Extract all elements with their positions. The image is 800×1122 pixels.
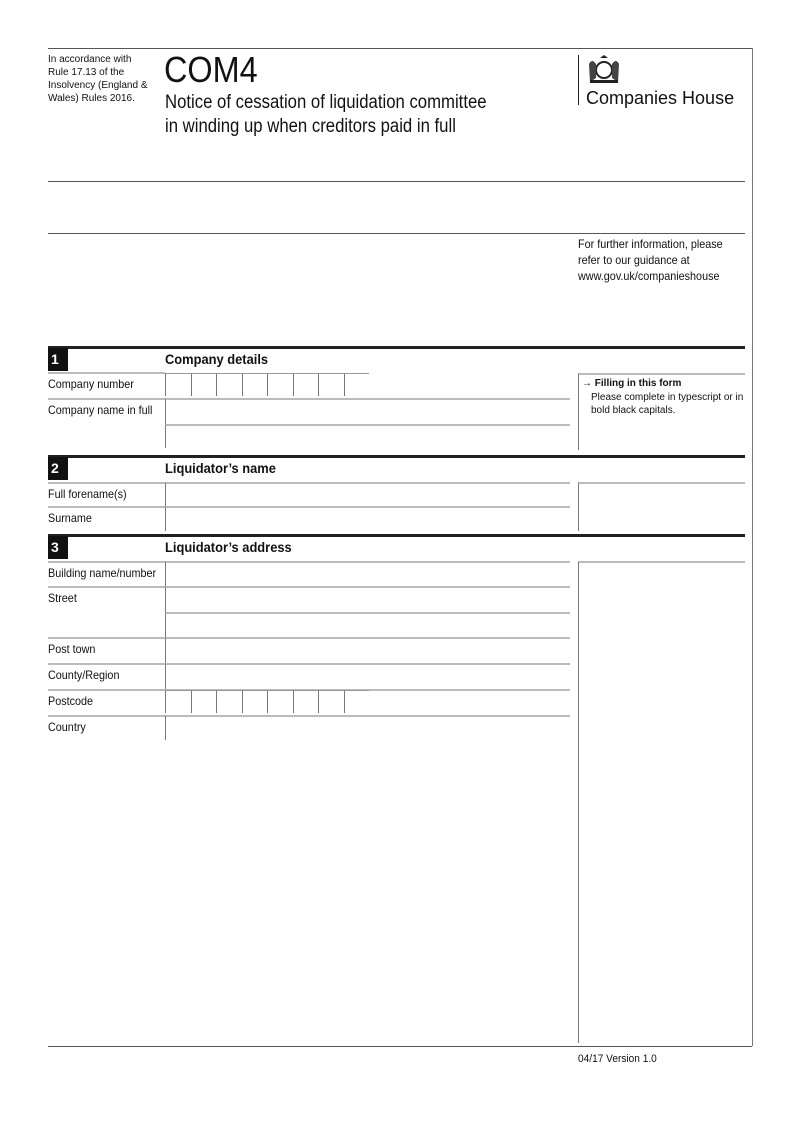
arrow-right-icon: →	[582, 378, 595, 389]
company-name-input[interactable]	[165, 398, 570, 424]
country-label: Country	[48, 720, 86, 734]
county-input[interactable]	[165, 663, 570, 689]
row-divider	[48, 663, 165, 665]
char-box[interactable]	[241, 690, 267, 713]
row-divider	[48, 637, 165, 639]
char-box[interactable]	[165, 690, 191, 713]
guidance-line: refer to our guidance at	[578, 253, 690, 267]
building-input[interactable]	[165, 561, 570, 586]
frame-right	[752, 48, 753, 1046]
help-text: bold black capitals.	[591, 405, 676, 416]
legal-note-line: Wales) Rules 2016.	[48, 93, 135, 104]
post-town-input[interactable]	[165, 637, 570, 663]
char-box[interactable]	[165, 373, 191, 396]
help-panel: → Filling in this form Please complete i…	[578, 373, 745, 450]
street-input[interactable]	[165, 586, 570, 612]
section-title: Liquidator’s address	[165, 539, 292, 555]
logo-divider	[578, 55, 579, 105]
section-title: Company details	[165, 351, 269, 367]
legal-note-line: Insolvency (England &	[48, 80, 148, 91]
help-text: Please complete in typescript or in	[591, 392, 744, 403]
help-title: Filling in this form	[594, 378, 682, 389]
street-input-line2[interactable]	[165, 612, 570, 637]
frame-bottom	[48, 1046, 752, 1047]
side-panel	[578, 561, 745, 1043]
legal-note: In accordance with Rule 17.13 of the Ins…	[48, 53, 148, 105]
postcode-input[interactable]	[165, 690, 369, 713]
forenames-label: Full forename(s)	[48, 487, 127, 501]
section-number: 2	[48, 457, 68, 480]
legal-note-line: Rule 17.13 of the	[48, 67, 125, 78]
form-title-line: in winding up when creditors paid in ful…	[165, 116, 456, 137]
char-box[interactable]	[292, 690, 318, 713]
building-label: Building name/number	[48, 566, 157, 580]
row-divider	[48, 586, 165, 588]
row-divider	[48, 482, 165, 484]
char-box[interactable]	[343, 373, 369, 396]
section-title: Liquidator’s name	[165, 460, 276, 476]
guidance-line: For further information, please	[578, 237, 723, 251]
char-box[interactable]	[190, 373, 216, 396]
company-name-label: Company name in full	[48, 403, 153, 417]
section-divider	[48, 346, 745, 349]
section-number: 3	[48, 536, 68, 559]
char-box[interactable]	[267, 373, 293, 396]
postcode-label: Postcode	[48, 694, 94, 708]
country-input[interactable]	[165, 715, 570, 740]
section-divider	[48, 455, 745, 458]
company-number-label: Company number	[48, 377, 134, 391]
row-divider	[48, 506, 165, 508]
forenames-input[interactable]	[165, 482, 570, 506]
char-box[interactable]	[190, 690, 216, 713]
header-divider	[48, 233, 745, 234]
guidance-text: For further information, please refer to…	[578, 236, 723, 284]
row-divider	[48, 561, 165, 563]
form-code: COM4	[164, 49, 258, 90]
street-label: Street	[48, 591, 77, 605]
frame-top	[48, 48, 752, 49]
company-name-input-line2[interactable]	[165, 424, 570, 448]
char-box[interactable]	[318, 690, 344, 713]
row-divider	[48, 715, 165, 717]
guidance-line[interactable]: www.gov.uk/companieshouse	[578, 269, 720, 283]
legal-note-line: In accordance with	[48, 54, 132, 65]
form-title-line: Notice of cessation of liquidation commi…	[165, 92, 487, 113]
surname-input[interactable]	[165, 506, 570, 531]
char-box[interactable]	[292, 373, 318, 396]
row-divider	[48, 398, 165, 400]
section-divider	[48, 534, 745, 537]
char-box[interactable]	[343, 690, 369, 713]
side-panel	[578, 482, 745, 531]
row-divider	[48, 372, 165, 374]
royal-crest-icon	[589, 55, 619, 83]
form-title: Notice of cessation of liquidation commi…	[165, 91, 487, 139]
header-divider	[48, 181, 745, 182]
char-box[interactable]	[318, 373, 344, 396]
version-label: 04/17 Version 1.0	[578, 1053, 657, 1065]
char-box[interactable]	[267, 690, 293, 713]
surname-label: Surname	[48, 511, 92, 525]
char-box[interactable]	[241, 373, 267, 396]
post-town-label: Post town	[48, 642, 96, 656]
row-divider	[48, 689, 165, 691]
company-number-input[interactable]	[165, 373, 369, 396]
brand-name: Companies House	[586, 88, 735, 108]
char-box[interactable]	[216, 373, 242, 396]
county-label: County/Region	[48, 668, 120, 682]
char-box[interactable]	[216, 690, 242, 713]
section-number: 1	[48, 348, 68, 371]
